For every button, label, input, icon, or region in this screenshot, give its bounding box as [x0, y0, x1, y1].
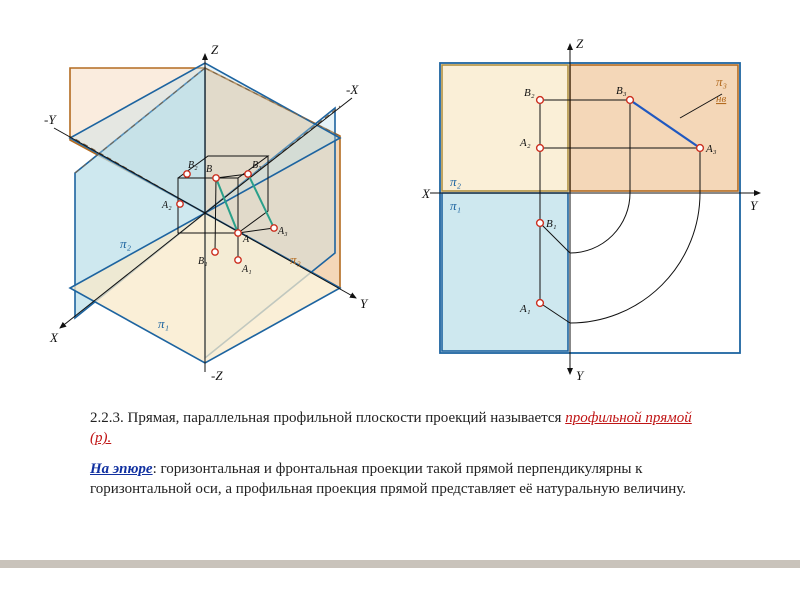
- lbl-p3: π₃: [290, 252, 301, 267]
- pane-p1: [442, 193, 568, 351]
- lbl-B2: B₂: [188, 160, 198, 171]
- lbl-y: Y: [360, 296, 369, 311]
- para1-lead: 2.2.3. Прямая, параллельная профильной п…: [90, 410, 565, 426]
- l-B3: B₃: [616, 85, 627, 97]
- pane-p2: [442, 65, 568, 191]
- l-A1: A₁: [519, 303, 531, 315]
- lbl-B1: B₁: [198, 256, 208, 267]
- l-B1: B₁: [546, 218, 557, 230]
- slide: Z -Z X -X Y -Y π₂ π₁ π₃ A B A₁ B₁ A₂ B₂ …: [0, 0, 800, 600]
- lbl-mx: -X: [346, 82, 359, 97]
- caption-block: 2.2.3. Прямая, параллельная профильной п…: [90, 408, 710, 509]
- lbl-mz: -Z: [211, 368, 223, 383]
- lbl-my: -Y: [44, 112, 57, 127]
- bottom-rule: [0, 560, 800, 568]
- footer-gap: [0, 568, 800, 600]
- lbl-B: B: [206, 164, 212, 175]
- arc-a: [570, 193, 700, 323]
- lbl2-p1: π₁: [450, 198, 461, 213]
- para-2: На эпюре: горизонтальная и фронтальная п…: [90, 459, 710, 500]
- axon-diagram: Z -Z X -X Y -Y π₂ π₁ π₃ A B A₁ B₁ A₂ B₂ …: [30, 28, 380, 388]
- lbl-A3: A₃: [277, 226, 288, 237]
- l-B2: B₂: [524, 87, 535, 99]
- lbl-B3: B₃: [252, 160, 262, 171]
- lbl2-z: Z: [576, 36, 584, 51]
- lbl2-yd: Y: [576, 368, 585, 383]
- epure-diagram: Z X Y Y π₂ π₁ π₃ нв B₂ B₃ A₂ A₃ B₁ A₁: [420, 28, 770, 388]
- para2-lead: На эпюре: [90, 461, 153, 477]
- lbl2-y: Y: [750, 198, 759, 213]
- lbl2-p2: π₂: [450, 174, 462, 189]
- lbl-p1: π₁: [158, 316, 169, 331]
- lbl-z: Z: [211, 42, 219, 57]
- figures-row: Z -Z X -X Y -Y π₂ π₁ π₃ A B A₁ B₁ A₂ B₂ …: [30, 28, 770, 388]
- para2-rest: : горизонтальная и фронтальная проекции …: [90, 461, 686, 497]
- lbl2-p3: π₃: [716, 74, 727, 89]
- para-1: 2.2.3. Прямая, параллельная профильной п…: [90, 408, 710, 449]
- lbl2-nb: нв: [716, 93, 726, 105]
- lbl2-x: X: [421, 186, 431, 201]
- arc-b: [570, 193, 630, 253]
- pane-p3: [570, 65, 738, 191]
- l-A3: A₃: [705, 143, 717, 155]
- lbl-x: X: [49, 330, 59, 345]
- l-A2: A₂: [519, 137, 531, 149]
- lbl-A2: A₂: [161, 200, 172, 211]
- lbl-A1: A₁: [241, 264, 252, 275]
- lbl-A: A: [242, 234, 250, 245]
- lbl-p2: π₂: [120, 236, 132, 251]
